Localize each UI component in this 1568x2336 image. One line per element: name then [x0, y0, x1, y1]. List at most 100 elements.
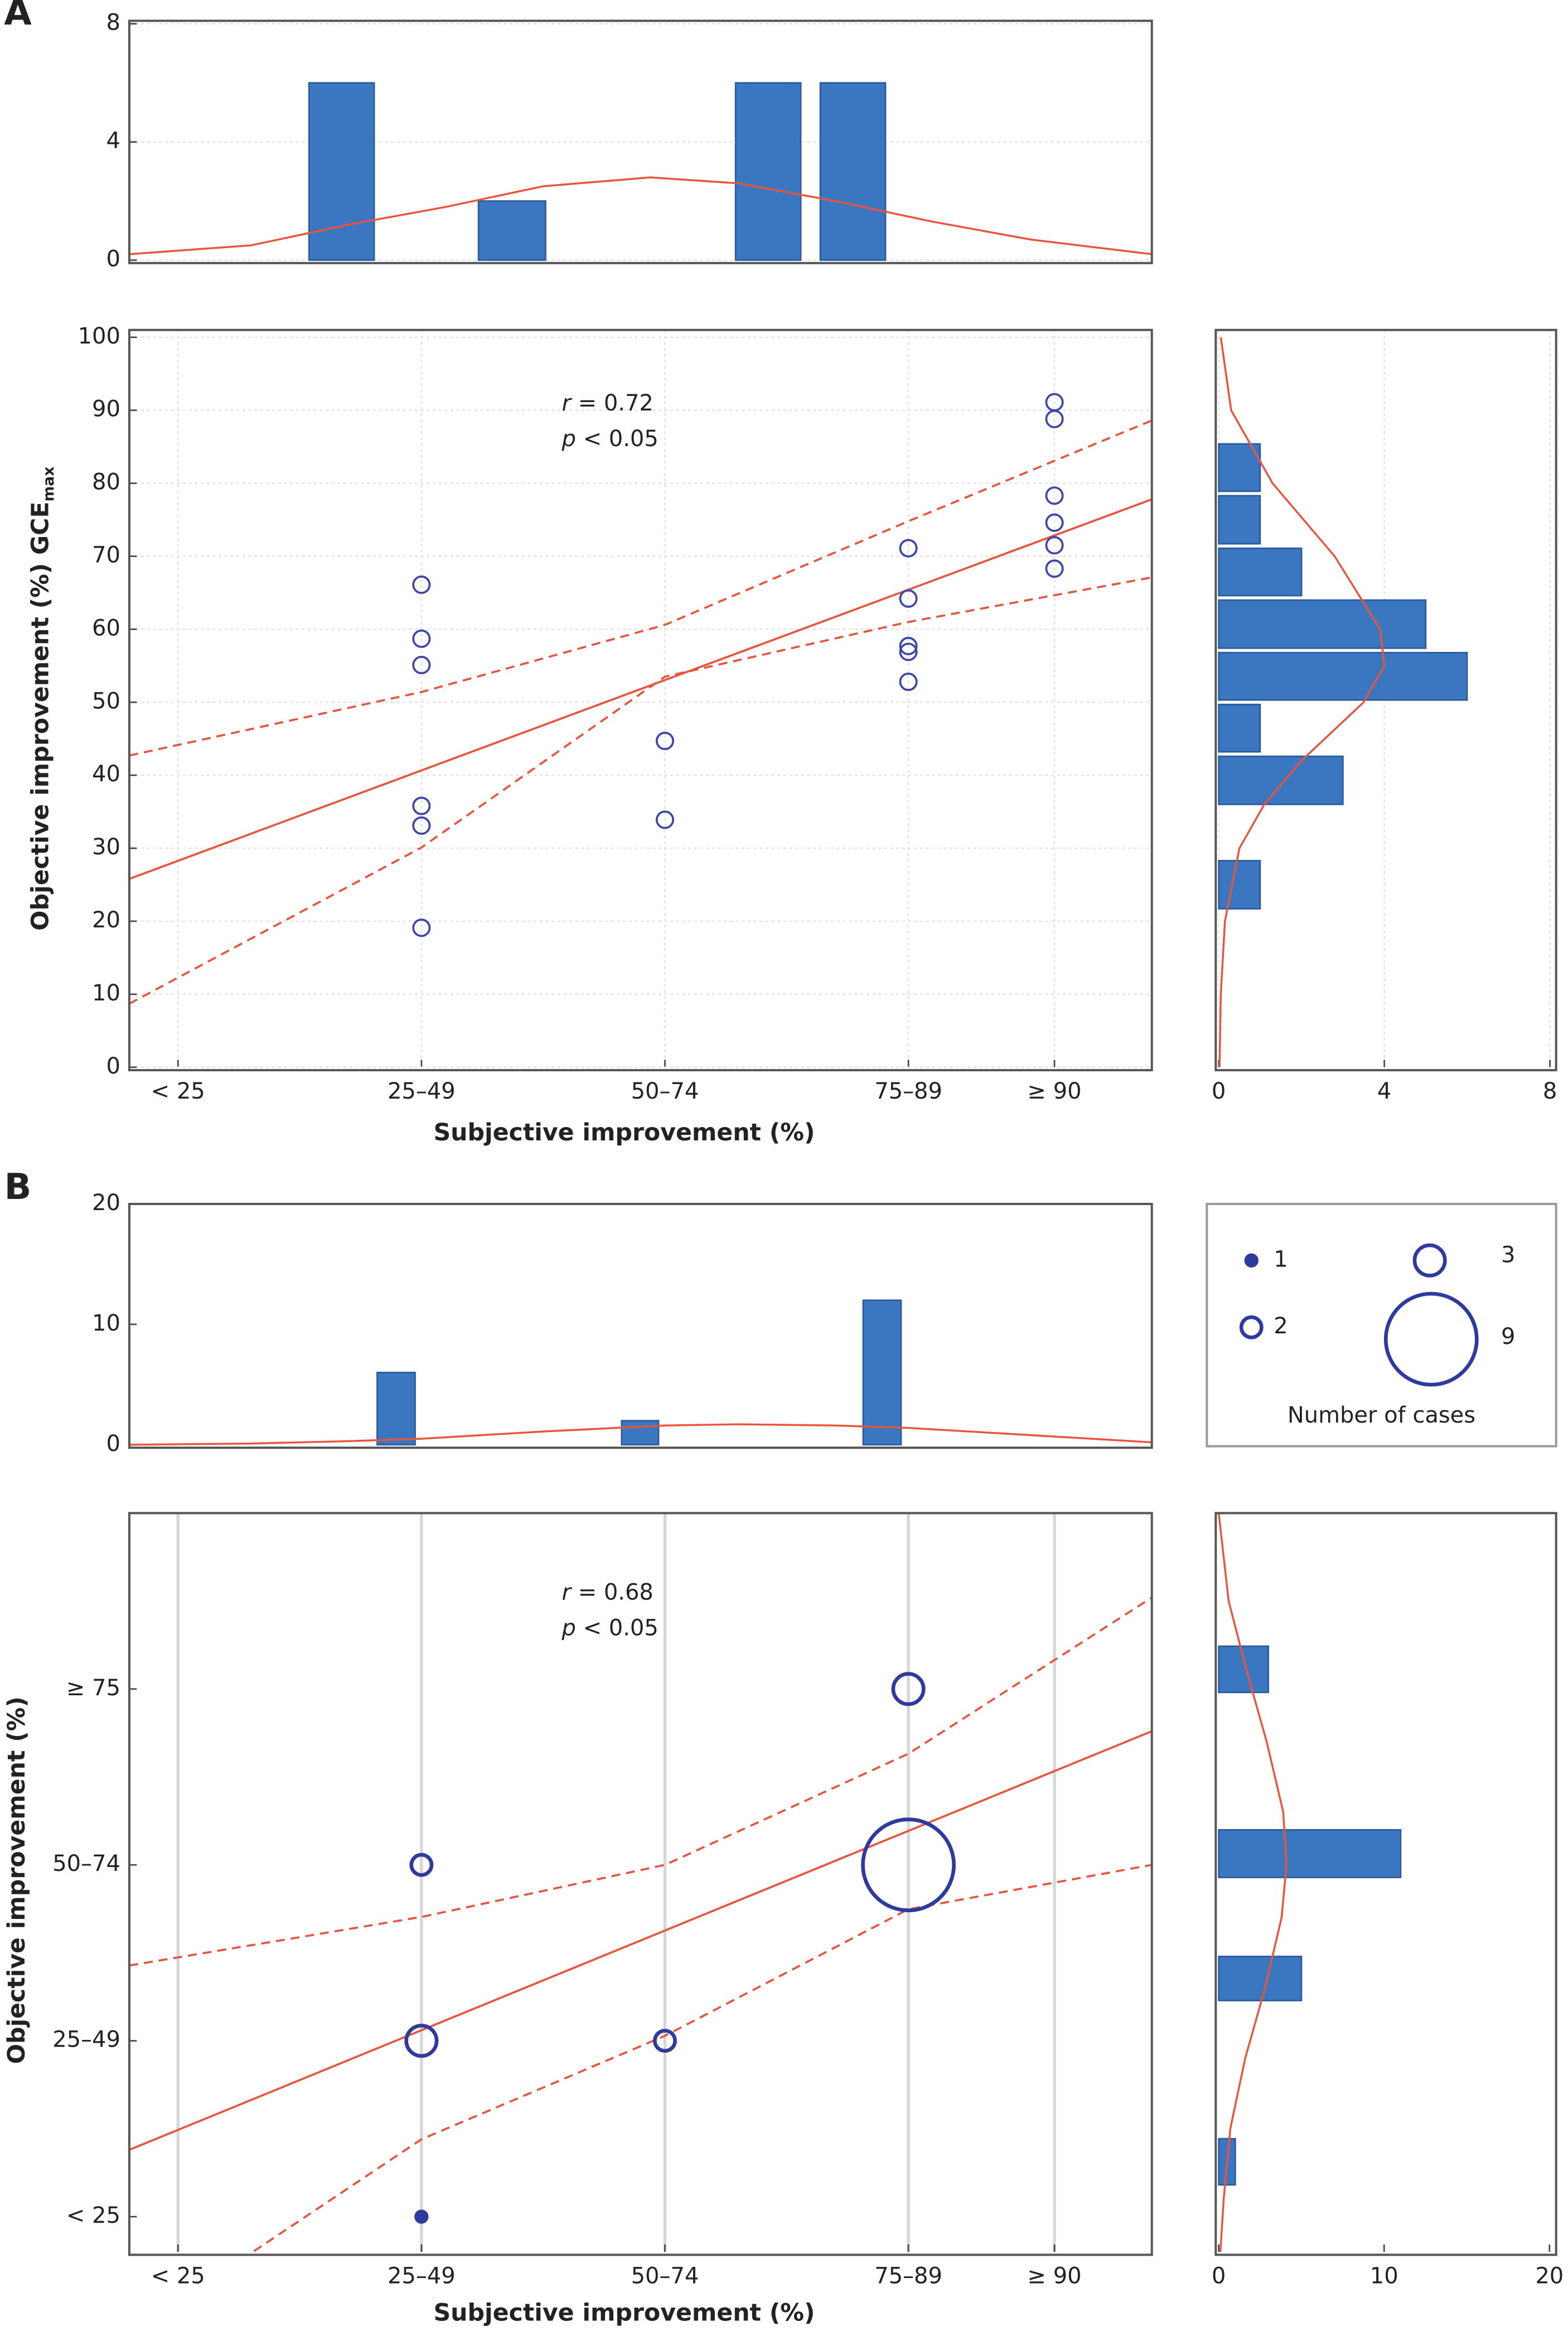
plot-frame	[128, 20, 1153, 264]
legend-label: 2	[1274, 1313, 1288, 1339]
bar	[1218, 495, 1261, 545]
bar	[1218, 703, 1261, 753]
y-tick-label: < 25	[66, 2203, 120, 2228]
point	[412, 918, 431, 937]
x-tick-label: 8	[1543, 1078, 1557, 1104]
x-tick-label: 0	[1212, 2263, 1226, 2289]
y-tick-label: 4	[106, 128, 120, 154]
x-tick-label: 50–74	[631, 2263, 699, 2289]
annotation-symbol: p	[562, 1615, 576, 1641]
regression-line	[129, 1730, 1152, 2151]
x-axis-title: Subjective improvement (%)	[433, 1119, 815, 1147]
confidence-band	[129, 1597, 1152, 1967]
y-axis-title-text: Objective improvement (%) GCE	[26, 502, 54, 931]
x-tick-label: 75–89	[874, 2263, 942, 2289]
point	[412, 575, 431, 594]
point	[1045, 559, 1064, 578]
y-tick-label: ≥ 75	[66, 1675, 120, 1701]
point	[412, 796, 431, 815]
legend-title: Number of cases	[1288, 1402, 1475, 1428]
y-tick-label: 10	[92, 980, 120, 1006]
plot-frame	[1214, 328, 1557, 1072]
point	[1045, 409, 1064, 428]
plot-frame	[128, 1512, 1153, 2256]
x-tick-label: < 25	[151, 2263, 205, 2289]
annotation-symbol: r	[562, 390, 573, 416]
bar	[1218, 1956, 1303, 2001]
point	[652, 2029, 677, 2053]
y-tick-label: 80	[92, 470, 120, 495]
point	[414, 2209, 429, 2224]
point	[404, 2024, 439, 2058]
y-tick-label: 20	[92, 907, 120, 933]
point	[1045, 536, 1064, 555]
y-tick-label: 8	[106, 10, 120, 36]
x-tick-label: 25–49	[388, 2263, 456, 2289]
y-tick-label: 50–74	[52, 1851, 120, 1876]
y-tick-label: 70	[92, 542, 120, 568]
bar	[1218, 599, 1427, 649]
point	[899, 673, 918, 691]
annotation-symbol: p	[562, 426, 576, 452]
y-axis-title: Objective improvement (%)	[2, 1696, 30, 2064]
regression-line	[129, 498, 1152, 880]
y-tick-label: 60	[92, 615, 120, 641]
x-tick-label: ≥ 90	[1028, 2263, 1082, 2289]
x-tick-label: 10	[1370, 2263, 1398, 2289]
bar	[819, 82, 887, 261]
legend-marker	[1244, 1253, 1259, 1268]
bar	[1218, 1645, 1269, 1694]
density-curve	[129, 1423, 1152, 1446]
point	[1045, 513, 1064, 532]
y-tick-label: 0	[106, 1053, 120, 1079]
density-curve	[1217, 1513, 1288, 2252]
x-tick-label: 20	[1535, 2263, 1564, 2289]
point	[412, 816, 431, 835]
y-tick-label: 50	[92, 688, 120, 714]
confidence-band	[129, 419, 1152, 757]
point	[899, 539, 918, 558]
x-tick-label: 25–49	[388, 1078, 456, 1104]
y-tick-label: 90	[92, 396, 120, 422]
y-axis-title-subscript: max	[40, 467, 57, 502]
x-tick-label: 4	[1377, 1078, 1391, 1104]
point	[412, 656, 431, 675]
y-axis-title-text: Objective improvement (%)	[2, 1696, 30, 2064]
legend-label: 1	[1274, 1246, 1288, 1272]
point	[1045, 486, 1064, 505]
confidence-band	[129, 576, 1152, 1005]
annotation: p < 0.05	[562, 1615, 659, 1641]
point	[899, 642, 918, 661]
legend-label: 3	[1501, 1242, 1515, 1268]
legend-marker	[1383, 1292, 1479, 1387]
bar	[1218, 547, 1303, 597]
plot-frame	[128, 1202, 1153, 1449]
annotation: r = 0.72	[562, 390, 654, 416]
point	[891, 1672, 926, 1706]
point	[655, 810, 674, 829]
y-tick-label: 100	[78, 323, 120, 349]
bar	[621, 1420, 660, 1446]
density-curve	[1218, 337, 1386, 1067]
x-tick-label: 75–89	[874, 1078, 942, 1104]
bar	[862, 1299, 902, 1446]
bar	[734, 82, 802, 261]
y-tick-label: 25–49	[52, 2027, 120, 2053]
annotation-text: < 0.05	[576, 1615, 659, 1641]
bar	[477, 200, 546, 261]
panel-label: B	[4, 1167, 32, 1208]
y-tick-label: 40	[92, 761, 120, 787]
y-axis-title: Objective improvement (%) GCEmax	[26, 467, 57, 931]
plot-frame	[128, 328, 1153, 1072]
x-tick-label: 0	[1212, 1078, 1226, 1104]
annotation: p < 0.05	[562, 426, 659, 452]
bar	[308, 82, 375, 261]
point	[655, 732, 674, 751]
annotation-symbol: r	[562, 1579, 573, 1605]
confidence-band	[253, 1864, 1152, 2252]
bar	[376, 1371, 416, 1446]
point	[899, 589, 918, 608]
point	[412, 629, 431, 648]
point	[899, 636, 918, 656]
